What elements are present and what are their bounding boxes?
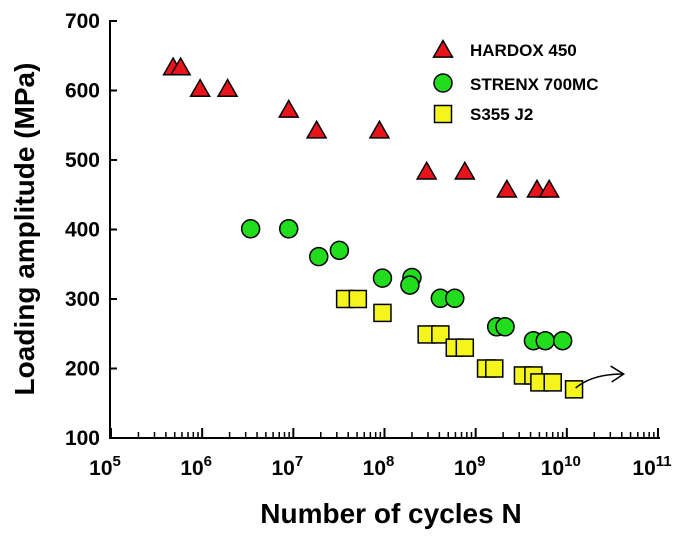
x-tick-base: 10 [454, 457, 477, 480]
y-tick-label: 400 [65, 219, 100, 242]
data-marks [162, 56, 626, 399]
x-tick-label: 109 [454, 453, 486, 480]
data-point-square [431, 325, 450, 344]
legend-marker-square [433, 104, 453, 124]
x-tick-label: 1010 [541, 453, 581, 480]
data-point-circle [278, 219, 299, 239]
legend-label-hardox: HARDOX 450 [470, 41, 577, 60]
data-point-triangle [189, 78, 211, 97]
x-tick-label: 106 [180, 453, 212, 480]
legend-label-strenx: STRENX 700MC [470, 75, 598, 94]
data-point-triangle [277, 98, 300, 118]
data-point-circle [308, 246, 329, 267]
y-tick-label: 600 [65, 80, 100, 103]
legend: HARDOX 450 STRENX 700MC S355 J2 [432, 38, 598, 124]
data-point-square [455, 338, 475, 357]
x-tick-base: 10 [180, 457, 203, 480]
legend-label-s355: S355 J2 [470, 105, 533, 124]
runout-arrow-head [610, 365, 626, 383]
data-point-triangle [169, 56, 192, 76]
y-tick-label: 200 [65, 358, 100, 381]
y-tick-label: 300 [65, 288, 100, 311]
series-square-group [335, 289, 584, 399]
x-tick-exponent: 5 [113, 453, 121, 470]
data-point-square [543, 373, 562, 392]
x-tick-base: 10 [541, 457, 564, 480]
x-tick-exponent: 11 [656, 453, 672, 470]
legend-marker-triangle [432, 38, 454, 58]
y-tick-label: 500 [65, 149, 100, 172]
data-point-circle [552, 330, 573, 351]
series-triangle-group [162, 56, 560, 198]
data-point-square [564, 380, 584, 399]
legend-marker-circle [433, 73, 453, 93]
x-tick-base: 10 [271, 457, 294, 480]
data-point-triangle [538, 178, 560, 198]
x-tick-exponent: 10 [564, 453, 581, 470]
data-point-circle [372, 268, 393, 288]
x-tick-label: 108 [363, 453, 395, 480]
y-tick-label: 700 [65, 10, 100, 33]
x-tick-base: 10 [632, 457, 655, 480]
x-tick-exponent: 8 [386, 453, 394, 470]
legend-markers [432, 38, 454, 124]
data-point-square [348, 289, 368, 309]
data-point-triangle [454, 160, 476, 180]
x-axis-title: Number of cycles N [260, 498, 521, 529]
x-tick-base: 10 [363, 457, 386, 480]
data-point-triangle [368, 119, 391, 139]
data-point-circle [445, 288, 465, 309]
y-tick-label: 100 [65, 427, 100, 450]
y-axis-title: Loading amplitude (MPa) [9, 63, 40, 396]
data-point-circle [240, 219, 261, 239]
x-tick-exponent: 6 [204, 453, 212, 470]
x-tick-label: 1011 [632, 453, 671, 480]
runout-arrow [575, 373, 624, 389]
x-tick-exponent: 7 [295, 453, 303, 470]
data-point-circle [535, 330, 556, 351]
x-tick-base: 10 [89, 457, 112, 480]
data-point-triangle [496, 178, 518, 198]
data-point-square [373, 303, 392, 323]
x-tick-exponent: 9 [477, 453, 485, 470]
series-circle-group [240, 219, 573, 351]
data-point-triangle [216, 78, 239, 97]
x-tick-label: 105 [89, 453, 121, 480]
data-point-circle [329, 240, 350, 261]
data-point-triangle [305, 119, 328, 139]
data-point-circle [400, 275, 420, 295]
data-point-square [485, 359, 504, 378]
data-point-triangle [415, 160, 438, 180]
x-tick-label: 107 [271, 453, 303, 480]
data-point-circle [495, 317, 515, 337]
